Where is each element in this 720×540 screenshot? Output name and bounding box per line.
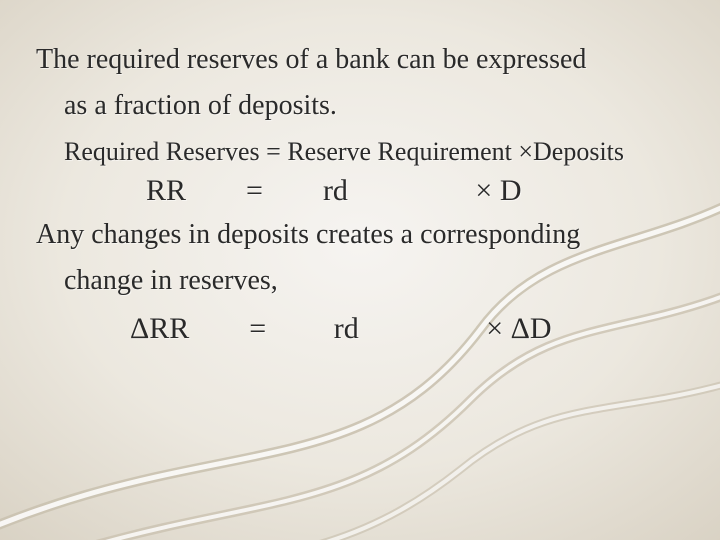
paragraph-2-line-2: change in reserves, [36, 263, 684, 299]
paragraph-2-line-1: Any changes in deposits creates a corres… [36, 217, 684, 253]
slide-content: The required reserves of a bank can be e… [0, 0, 720, 349]
equation-delta: ΔRR = rd × ΔD [36, 309, 684, 350]
equation-symbols: RR = rd × D [36, 171, 684, 212]
paragraph-1-line-1: The required reserves of a bank can be e… [36, 42, 684, 78]
paragraph-1-line-2: as a fraction of deposits. [36, 88, 684, 124]
equation-words: Required Reserves = Reserve Requirement … [36, 134, 684, 169]
